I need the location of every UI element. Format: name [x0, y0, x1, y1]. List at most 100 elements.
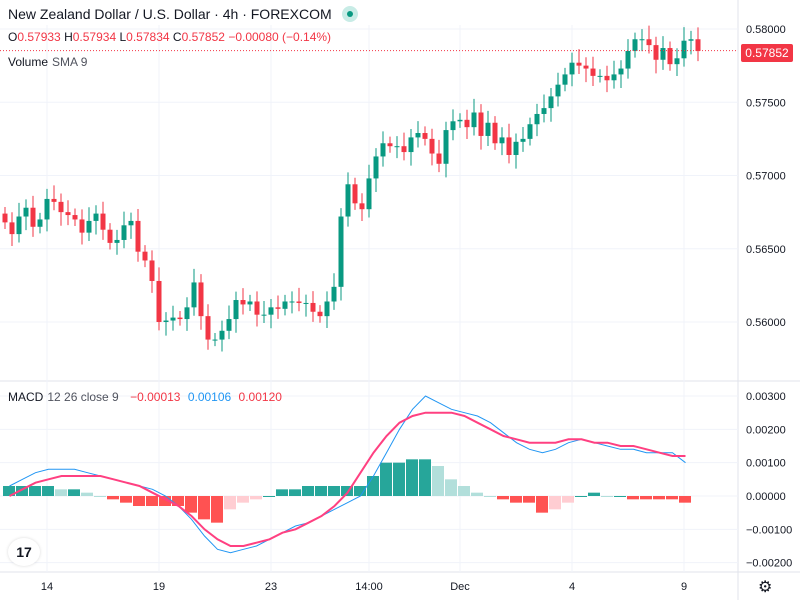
macd-histogram-bar — [562, 496, 574, 503]
candle-body — [93, 213, 99, 221]
time-tick-label: 14 — [41, 581, 53, 593]
macd-histogram-bar — [237, 496, 249, 503]
candle-body — [352, 184, 358, 204]
macd-histogram-bar — [484, 496, 496, 497]
macd-histogram-bar — [614, 496, 626, 497]
candle-body — [58, 201, 64, 213]
candle-body — [366, 178, 372, 210]
candle-body — [30, 207, 36, 227]
candle-body — [590, 68, 596, 76]
candle-body — [436, 153, 442, 164]
candle-body — [534, 113, 540, 125]
close-value: 0.57852 — [181, 30, 225, 44]
candle-body — [310, 302, 316, 312]
market-status-icon[interactable] — [341, 6, 358, 22]
candle-body — [646, 39, 652, 46]
macd-tick-label: −0.00100 — [746, 524, 792, 536]
macd-line-value: 0.00106 — [187, 390, 232, 404]
low-label: L — [119, 30, 127, 44]
macd-histogram-bar — [510, 496, 522, 503]
time-tick-label: 4 — [569, 581, 575, 593]
candle-body — [156, 280, 162, 322]
macd-histogram-value: −0.00013 — [130, 390, 181, 404]
candle-body — [79, 219, 85, 233]
macd-histogram-bar — [198, 496, 210, 520]
price-tick-label: 0.57000 — [746, 171, 786, 183]
macd-histogram-bar — [224, 496, 236, 510]
candle-body — [128, 220, 134, 226]
candle-body — [415, 133, 421, 138]
candle-body — [23, 207, 29, 217]
candle-body — [520, 138, 526, 142]
candle-body — [9, 222, 15, 235]
macd-histogram-bar — [497, 496, 509, 500]
macd-histogram-bar — [276, 489, 288, 496]
macd-legend[interactable]: MACD 12 26 close 9 −0.00013 0.00106 0.001… — [8, 390, 282, 404]
symbol-title[interactable]: New Zealand Dollar / U.S. Dollar · 4h · … — [8, 6, 332, 22]
candle-body — [541, 108, 547, 114]
gear-icon[interactable]: ⚙ — [758, 579, 773, 596]
candle-body — [660, 48, 666, 60]
candle-body — [499, 137, 505, 144]
candle-body — [380, 143, 386, 157]
macd-histogram-bar — [380, 462, 392, 496]
macd-histogram-bar — [81, 492, 93, 496]
candle-body — [16, 216, 22, 235]
candle-body — [394, 146, 400, 148]
macd-histogram-bar — [432, 466, 444, 496]
macd-tick-label: 0.00300 — [746, 391, 786, 403]
macd-histogram-bar — [523, 496, 535, 503]
candle-body — [296, 301, 302, 303]
macd-tick-label: 0.00200 — [746, 424, 786, 436]
macd-histogram-bar — [536, 496, 548, 513]
volume-legend[interactable]: Volume SMA 9 — [8, 55, 87, 69]
candle-body — [513, 141, 519, 155]
macd-histogram-bar — [133, 496, 145, 506]
candle-body — [653, 45, 659, 60]
macd-histogram-bar — [185, 496, 197, 513]
macd-histogram-bar — [159, 496, 171, 506]
candle-body — [65, 212, 71, 216]
macd-histogram-bar — [666, 496, 678, 500]
price-tick-label: 0.57500 — [746, 97, 786, 109]
time-tick-label: Dec — [450, 581, 470, 593]
tradingview-logo-icon[interactable]: 17 — [8, 538, 40, 566]
macd-histogram-bar — [328, 486, 340, 496]
candle-body — [457, 119, 463, 122]
candle-body — [569, 62, 575, 75]
macd-histogram-bar — [354, 486, 366, 496]
macd-histogram-bar — [211, 496, 223, 523]
high-label: H — [64, 30, 73, 44]
candle-body — [233, 300, 239, 320]
candle-body — [149, 260, 155, 281]
candle-body — [240, 300, 246, 305]
candle-body — [387, 143, 393, 147]
volume-label: Volume — [8, 55, 49, 69]
candle-body — [261, 314, 267, 316]
candle-body — [625, 50, 631, 69]
ohlc-row: O0.57933 H0.57934 L0.57834 C0.57852 −0.0… — [8, 30, 331, 44]
candle-body — [478, 112, 484, 136]
macd-histogram-bar — [172, 496, 184, 506]
open-label: O — [8, 30, 18, 44]
macd-signal-line — [9, 411, 686, 547]
candle-body — [198, 282, 204, 317]
candle-body — [37, 219, 43, 227]
macd-histogram-bar — [627, 496, 639, 500]
macd-label: MACD — [8, 390, 44, 404]
candle-body — [191, 282, 197, 308]
candle-body — [548, 96, 554, 109]
macd-histogram-bar — [588, 492, 600, 496]
macd-histogram-bar — [367, 476, 379, 496]
current-price-tag: 0.57852 — [741, 44, 793, 62]
candle-body — [114, 239, 120, 243]
time-tick-label: 14:00 — [355, 581, 383, 593]
candle-body — [639, 39, 645, 41]
candle-body — [275, 307, 281, 309]
macd-histogram-bar — [575, 496, 587, 497]
candle-body — [443, 130, 449, 164]
candle-body — [107, 229, 113, 243]
candle-body — [681, 40, 687, 59]
candle-body — [688, 39, 694, 41]
